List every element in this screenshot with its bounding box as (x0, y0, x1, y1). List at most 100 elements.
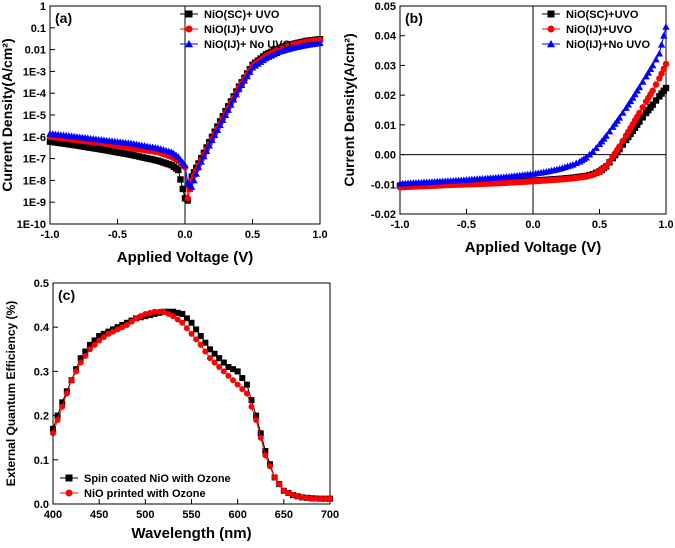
data-point (219, 116, 227, 123)
plot-frame (52, 282, 331, 505)
data-point (276, 481, 283, 488)
legend-label: NiO printed with Ozone (84, 488, 206, 500)
data-point (662, 84, 670, 92)
y-tick-label: 0.1 (31, 23, 46, 35)
x-tick-label: 0.0 (525, 219, 540, 231)
data-point (658, 70, 665, 77)
legend-label: Spin coated NiO with Ozone (84, 473, 231, 485)
data-point (592, 144, 600, 151)
x-tick-label: 1.0 (658, 219, 673, 231)
y-tick-label: -0.02 (371, 209, 396, 221)
y-tick-label: 0.01 (25, 45, 46, 57)
data-point (188, 183, 196, 190)
data-point (193, 336, 200, 343)
data-point (179, 185, 186, 193)
data-point (619, 137, 626, 145)
data-point (266, 463, 273, 470)
legend-label: NiO(IJ)+No UVO (566, 39, 650, 51)
data-point (642, 72, 650, 80)
data-point (123, 321, 130, 328)
data-point (183, 315, 190, 322)
data-point (170, 313, 177, 320)
data-point (639, 104, 646, 111)
data-point (192, 170, 200, 177)
data-point (77, 355, 84, 362)
data-point (243, 72, 251, 80)
data-point (175, 166, 182, 174)
data-point (657, 40, 666, 48)
data-point (633, 87, 641, 94)
data-point (224, 106, 232, 113)
data-point (197, 158, 205, 165)
data-point (271, 474, 278, 481)
data-point (285, 489, 292, 496)
y-tick-label: 1E-6 (23, 132, 46, 144)
data-point (96, 337, 103, 344)
x-tick-label: -0.5 (108, 229, 127, 241)
data-point (639, 114, 646, 121)
data-point (206, 346, 213, 353)
data-point (619, 141, 626, 148)
data-point (213, 126, 222, 134)
data-point (114, 326, 121, 333)
data-point (202, 339, 209, 346)
data-point (54, 417, 61, 424)
data-point (151, 308, 158, 315)
data-point (174, 316, 181, 323)
series-1 (50, 308, 333, 502)
x-tick-label: 0.5 (592, 219, 607, 231)
legend-marker (184, 39, 194, 48)
data-point (197, 341, 204, 348)
data-point (655, 49, 664, 57)
legend-marker (65, 474, 73, 482)
y-tick-label: 1E-5 (23, 110, 46, 122)
y-tick-label: 0.0 (34, 499, 49, 511)
x-axis-title: Applied Voltage (V) (465, 239, 601, 256)
data-point (227, 101, 235, 108)
legend-marker (185, 25, 193, 33)
panel-label: (a) (55, 10, 72, 26)
data-point (243, 381, 250, 388)
data-point (662, 60, 670, 68)
legend-label: NiO(IJ)+UVO (566, 24, 633, 36)
legend-marker (547, 25, 555, 33)
data-point (660, 32, 668, 39)
data-point (142, 310, 149, 317)
x-tick-label: 700 (321, 509, 339, 521)
data-point (622, 104, 630, 111)
data-point (290, 492, 297, 499)
data-point (50, 430, 56, 437)
y-tick-label: 0.05 (375, 1, 396, 13)
data-point (50, 425, 56, 432)
data-point (317, 495, 324, 502)
data-point (205, 141, 213, 149)
data-point (631, 90, 639, 98)
data-point (82, 352, 89, 359)
series-2 (396, 23, 670, 187)
data-point (257, 430, 264, 437)
data-point (280, 487, 287, 494)
data-point (105, 330, 112, 337)
data-point (257, 434, 264, 441)
data-point (636, 109, 643, 117)
data-point (606, 158, 613, 165)
x-tick-label: 500 (136, 509, 154, 521)
y-tick-label: 0.02 (375, 90, 396, 102)
x-axis-title: Applied Voltage (V) (117, 249, 253, 266)
legend-label: NiO(IJ)+ No UVO (204, 39, 292, 51)
y-tick-label: 0.2 (34, 411, 49, 423)
data-point (119, 324, 126, 331)
data-point (193, 326, 200, 333)
y-tick-label: 0.1 (34, 455, 49, 467)
data-point (110, 328, 117, 335)
data-point (248, 397, 255, 404)
data-point (86, 341, 93, 348)
y-tick-label: 0.03 (375, 60, 396, 72)
y-tick-label: 0.04 (375, 31, 397, 43)
data-point (239, 386, 246, 393)
data-point (73, 368, 80, 375)
data-point (188, 330, 195, 337)
data-point (177, 176, 184, 183)
